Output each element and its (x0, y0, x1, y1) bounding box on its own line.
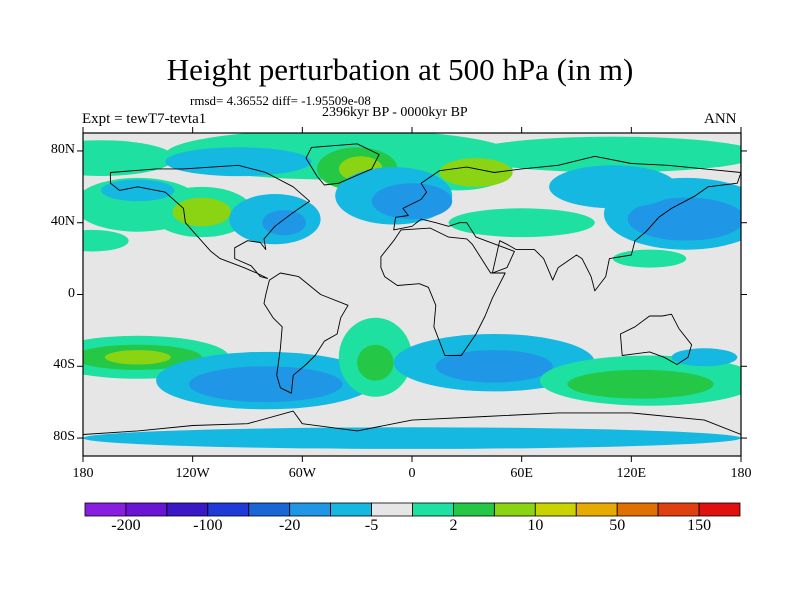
colorbar-swatch-10 (493, 502, 536, 517)
contour-blob-16 (448, 208, 595, 238)
lon-label-1: 120W (175, 466, 210, 481)
contour-blob-1 (83, 140, 175, 176)
colorbar-swatch-12 (575, 502, 618, 517)
lon-label-5: 120E (616, 466, 647, 481)
lon-label-0: 180 (72, 466, 94, 481)
colorbar-swatch-4 (248, 502, 291, 517)
contour-blob-15 (371, 183, 453, 220)
contour-field (83, 133, 741, 456)
lon-label-2: 60W (288, 466, 316, 481)
colorbar-swatch-6 (330, 502, 372, 517)
lat-label-0: 80N (50, 141, 75, 157)
colorbar-swatch-0 (84, 502, 127, 517)
colorbar-swatch-5 (289, 502, 332, 517)
colorbar (84, 502, 741, 517)
colorbar-swatch-14 (657, 502, 700, 517)
stats-text: rmsd= 4.36552 diff= -1.95509e-08 (190, 93, 371, 108)
colorbar-swatch-15 (698, 502, 741, 517)
contour-blob-13 (262, 210, 306, 236)
period-text: 2396kyr BP - 0000kyr BP (322, 105, 468, 120)
lat-label-4: 80S (53, 429, 75, 445)
coastline-australia (619, 313, 693, 365)
contour-blob-33 (671, 348, 738, 367)
colorbar-swatch-2 (166, 502, 209, 517)
contour-blob-24 (104, 350, 171, 365)
colorbar-label-4: 2 (449, 517, 458, 534)
colorbar-swatch-13 (616, 502, 659, 517)
contour-blob-7 (439, 158, 513, 187)
colorbar-swatch-3 (207, 502, 250, 517)
contour-blob-28 (357, 344, 394, 381)
contour-blob-19 (549, 165, 678, 209)
colorbar-label-3: -5 (364, 517, 379, 534)
contour-blob-3 (165, 147, 312, 177)
colorbar-swatch-11 (534, 502, 577, 517)
coastlines (83, 143, 741, 435)
lon-label-4: 60E (510, 466, 533, 481)
coastline-greenland (305, 143, 380, 186)
contour-blob-18 (627, 197, 741, 241)
colorbar-label-2: -20 (279, 517, 301, 534)
colorbar-label-1: -100 (193, 517, 223, 534)
experiment-label: Expt = tewT7-tevta1 (82, 111, 207, 127)
contour-blob-30 (435, 350, 553, 383)
coastline-south-america (263, 272, 349, 394)
season-label: ANN (704, 111, 737, 127)
contour-blob-32 (567, 369, 714, 399)
lon-label-3: 0 (408, 466, 416, 481)
map-title: Height perturbation at 500 hPa (in m) (166, 52, 634, 87)
colorbar-swatch-7 (371, 502, 413, 517)
contour-blob-20 (83, 229, 129, 252)
colorbar-swatch-9 (452, 502, 495, 517)
contour-blob-34 (83, 427, 741, 449)
contour-blob-21 (613, 249, 687, 268)
colorbar-swatch-1 (125, 502, 168, 517)
contour-blob-26 (188, 366, 343, 403)
contour-blob-2 (466, 136, 741, 173)
coastline-antarctica (83, 410, 741, 435)
contour-blob-11 (101, 179, 175, 202)
coastline-north-america (109, 164, 311, 279)
colorbar-label-6: 50 (609, 517, 626, 534)
colorbar-label-7: 150 (687, 517, 712, 534)
coastline-eurasia (393, 155, 741, 292)
lat-label-3: 40S (53, 357, 75, 373)
colorbar-label-0: -200 (111, 517, 141, 534)
lat-label-1: 40N (50, 213, 75, 229)
contour-blob-10 (172, 197, 231, 227)
lon-label-6: 180 (730, 466, 752, 481)
lat-label-2: 0 (68, 285, 75, 301)
colorbar-swatch-8 (412, 502, 454, 517)
coastline-africa (380, 227, 506, 356)
colorbar-label-5: 10 (527, 517, 544, 534)
